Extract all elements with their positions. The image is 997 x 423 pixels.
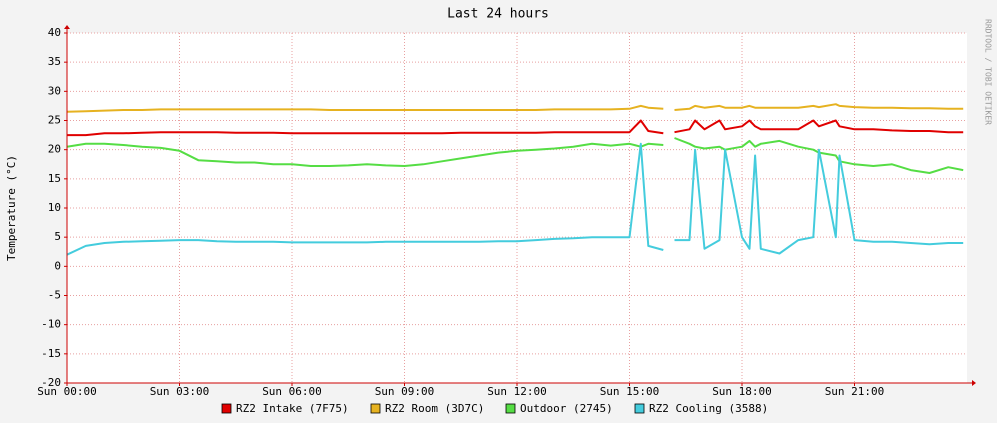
y-tick-label: 30: [48, 84, 61, 97]
watermark: RRDTOOL / TOBI OETIKER: [984, 19, 993, 125]
y-tick-label: 20: [48, 143, 61, 156]
y-axis-arrow: [64, 25, 70, 29]
x-tick-label: Sun 00:00: [37, 385, 97, 398]
legend-swatch: [370, 403, 381, 414]
y-tick-label: -5: [48, 289, 61, 302]
x-tick-label: Sun 06:00: [262, 385, 322, 398]
x-tick-label: Sun 15:00: [600, 385, 660, 398]
x-axis-arrow: [972, 380, 976, 386]
y-tick-label: 15: [48, 172, 61, 185]
y-tick-label: -15: [41, 347, 61, 360]
legend-label: RZ2 Room (3D7C): [385, 402, 484, 415]
series-line: [66, 103, 964, 113]
series-line: [66, 142, 964, 256]
y-axis-label: Temperature (°C): [5, 155, 18, 261]
x-tick-label: Sun 12:00: [487, 385, 547, 398]
y-tick-label: -20: [41, 376, 61, 389]
x-tick-label: Sun 21:00: [825, 385, 885, 398]
y-tick-label: -10: [41, 318, 61, 331]
series-line: [66, 137, 964, 174]
x-tick-label: Sun 03:00: [150, 385, 210, 398]
legend-swatch: [505, 403, 516, 414]
axes: -20 -15 -10 -5 0 5 10 15 20 25 30 35 40 Sun 00:00 Sun …: [37, 25, 976, 398]
legend: RZ2 Intake (7F75) RZ2 Room (3D7C) Outdoor …: [221, 402, 768, 415]
legend-swatch: [634, 403, 645, 414]
y-tick-label: 0: [54, 259, 61, 272]
x-tick-label: Sun 18:00: [712, 385, 772, 398]
series-line: [67, 119, 964, 137]
lines: [66, 103, 964, 256]
y-tick-label: 5: [54, 230, 61, 243]
legend-label: RZ2 Cooling (3588): [649, 402, 768, 415]
y-tick-label: 10: [48, 201, 61, 214]
y-tick-label: 25: [48, 114, 61, 127]
x-tick-label: Sun 09:00: [375, 385, 435, 398]
legend-label: RZ2 Intake (7F75): [236, 402, 349, 415]
legend-swatch: [221, 403, 232, 414]
y-tick-label: 40: [48, 26, 61, 39]
chart-title: Last 24 hours: [447, 7, 549, 22]
y-tick-label: 35: [48, 55, 61, 68]
legend-label: Outdoor (2745): [520, 402, 613, 415]
